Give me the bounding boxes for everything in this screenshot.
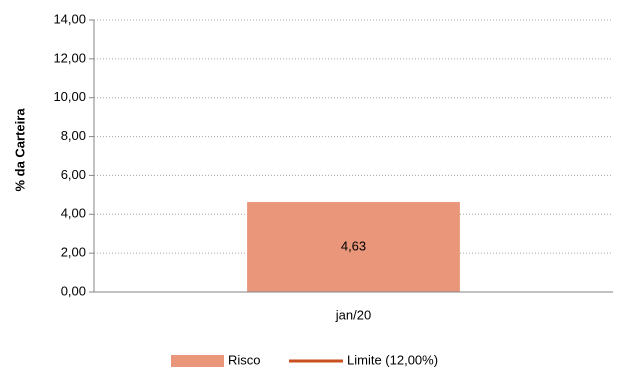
y-tick-label: 14,00	[53, 11, 86, 26]
y-tick-label: 6,00	[61, 167, 86, 182]
y-tick-label: 10,00	[53, 89, 86, 104]
legend-swatch-risco	[171, 355, 224, 367]
bars	[247, 202, 460, 292]
y-tick-label: 12,00	[53, 50, 86, 65]
legend-label-limite: Limite (12,00%)	[347, 352, 438, 367]
y-tick-label: 0,00	[61, 283, 86, 298]
legend-label-risco: Risco	[228, 352, 261, 367]
legend: Risco Limite (12,00%)	[171, 352, 438, 367]
y-tick-label: 4,00	[61, 206, 86, 221]
x-tick-label: jan/20	[335, 307, 371, 322]
y-axis-title: % da Carteira	[12, 108, 27, 192]
tick-labels: 0,00 2,00 4,00 6,00 8,00 10,00 12,00 14,00 4,63 j…	[53, 11, 371, 322]
y-tick-label: 2,00	[61, 245, 86, 260]
bar-data-label: 4,63	[341, 238, 366, 253]
y-tick-label: 8,00	[61, 128, 86, 143]
axes	[89, 19, 613, 293]
bar-risco	[247, 202, 460, 292]
grid-lines	[94, 19, 613, 254]
